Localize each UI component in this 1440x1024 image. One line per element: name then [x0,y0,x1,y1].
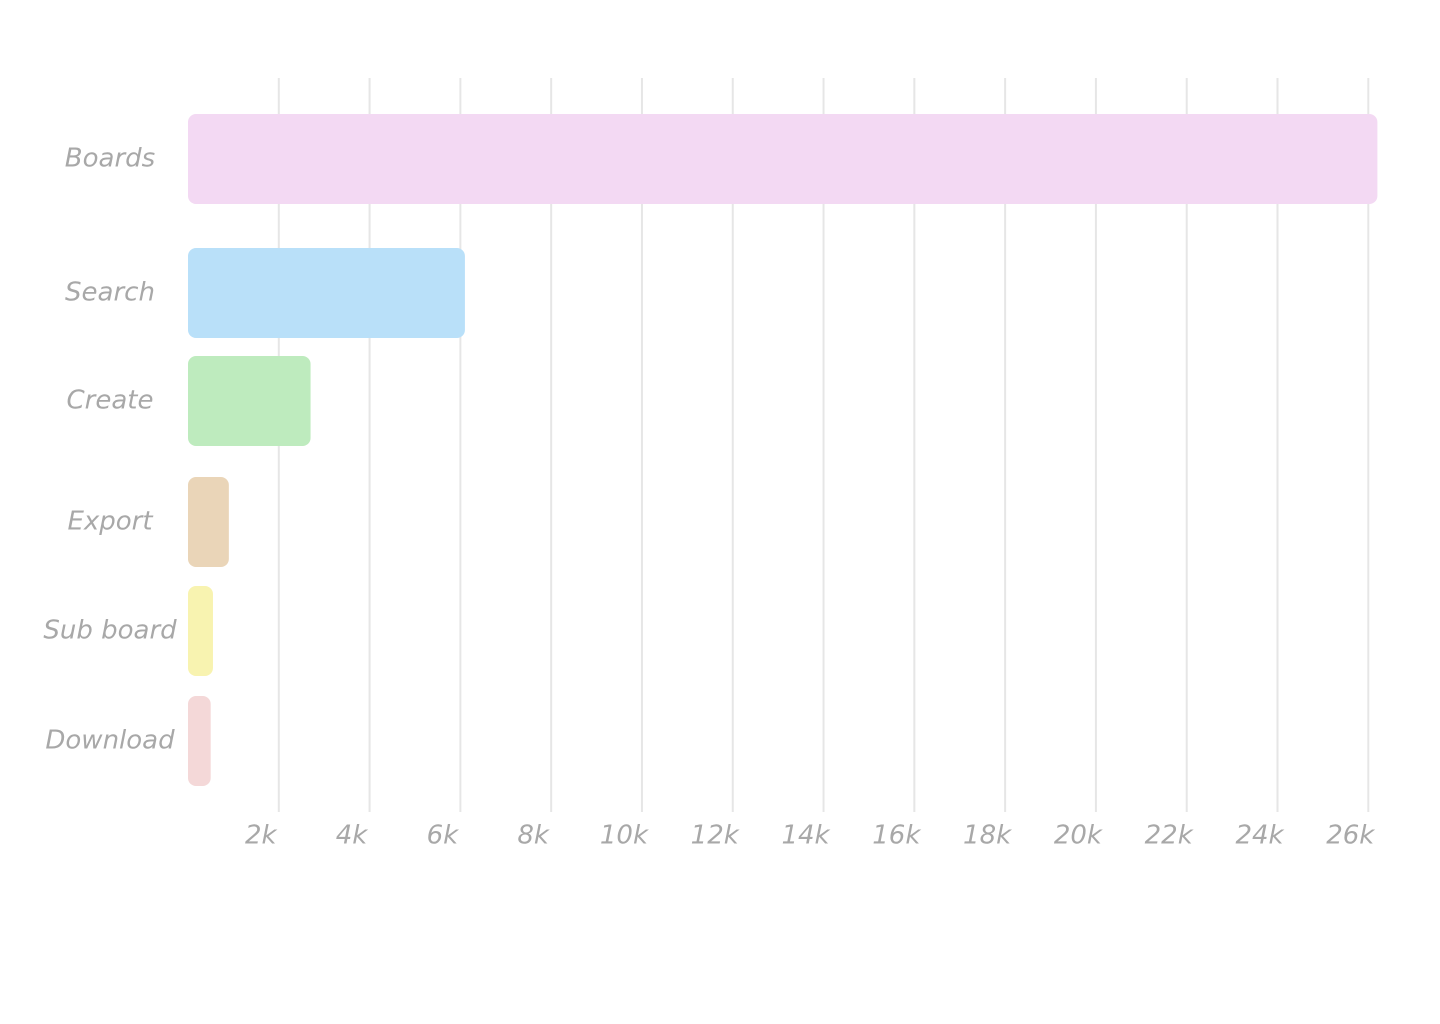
x-tick-label: 14k [781,821,830,851]
x-tick-label: 18k [963,821,1012,851]
y-tick-label: Download [45,726,175,756]
x-tick-label: 8k [517,821,550,851]
x-tick-label: 20k [1054,821,1103,851]
x-tick-label: 6k [427,821,460,851]
x-tick-label: 22k [1145,821,1194,851]
x-tick-label: 4k [336,821,369,851]
bar [188,586,213,676]
y-tick-label: Search [65,278,155,308]
x-tick-label: 12k [691,821,740,851]
y-tick-label: Create [67,386,154,416]
bar [188,248,465,338]
x-tick-label: 16k [872,821,921,851]
bar [188,114,1378,204]
x-tick-label: 10k [600,821,649,851]
bar [188,356,311,446]
x-tick-label: 24k [1235,821,1284,851]
bar [188,696,211,786]
y-tick-label: Boards [65,144,155,174]
x-tick-label: 2k [245,821,278,851]
y-tick-label: Export [67,507,153,537]
bar [188,477,229,567]
y-tick-label: Sub board [43,616,177,646]
x-tick-label: 26k [1326,821,1375,851]
